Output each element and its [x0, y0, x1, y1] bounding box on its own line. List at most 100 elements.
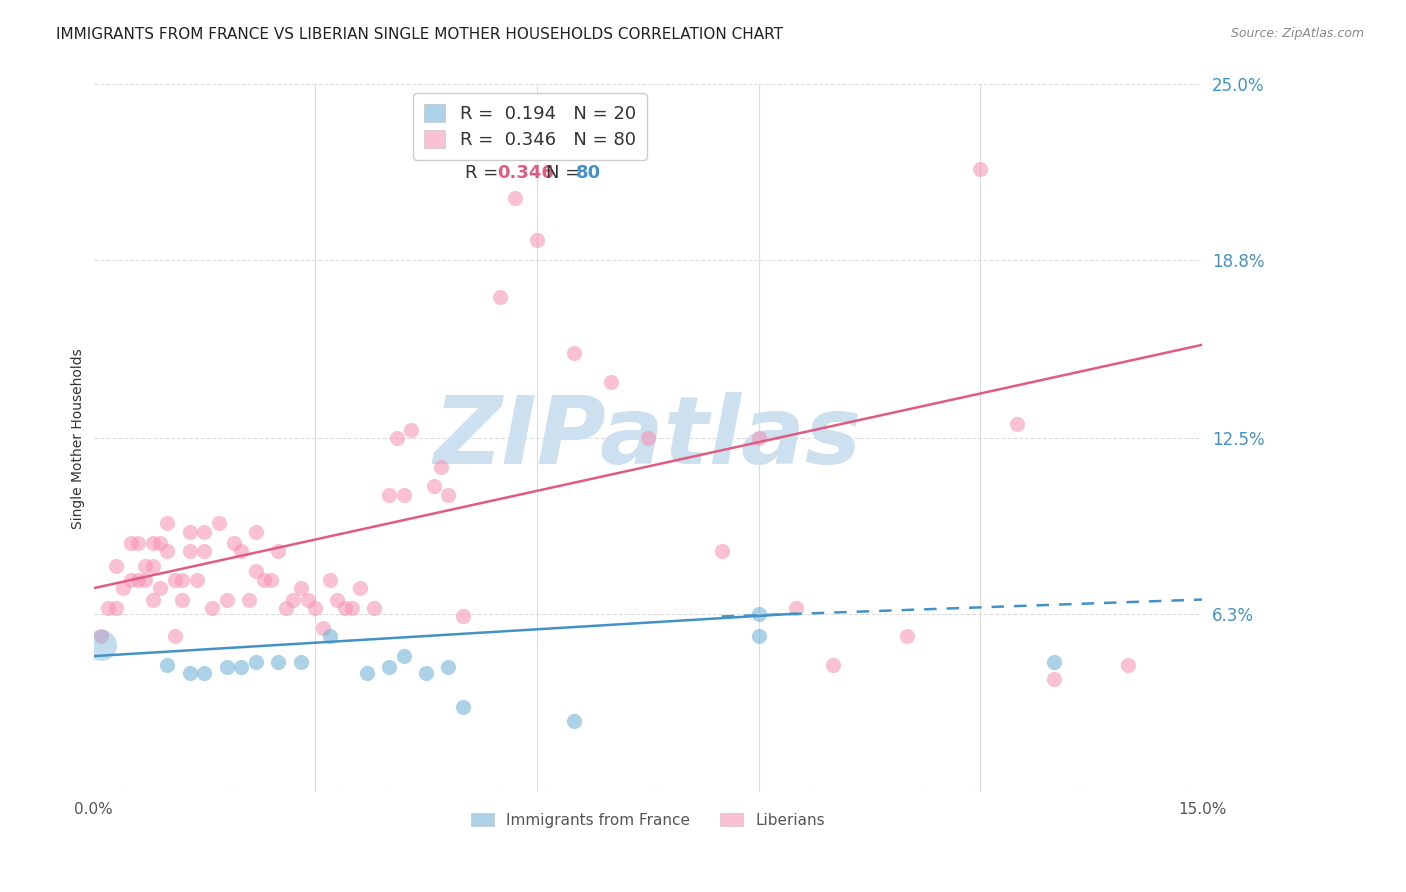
Text: ZIPatlas: ZIPatlas [434, 392, 862, 484]
Point [290, 581, 312, 595]
Point [245, 524, 267, 539]
Point [120, 573, 142, 587]
Point [1043, 655, 1066, 669]
Point [1043, 672, 1066, 686]
Text: 80: 80 [576, 164, 600, 182]
Point [311, 621, 333, 635]
Point [489, 290, 512, 304]
Point [785, 601, 807, 615]
Point [1116, 657, 1139, 672]
Text: 0.194: 0.194 [498, 136, 554, 153]
Point [260, 573, 283, 587]
Point [304, 601, 326, 615]
Text: N =: N = [546, 164, 586, 182]
Point [267, 655, 290, 669]
Point [437, 660, 460, 674]
Point [562, 714, 585, 729]
Point [281, 592, 304, 607]
Point [231, 544, 253, 558]
Point [451, 609, 474, 624]
Point [149, 536, 172, 550]
Point [969, 162, 991, 177]
Point [186, 573, 208, 587]
Point [562, 346, 585, 360]
Point [90, 638, 112, 652]
Point [326, 592, 349, 607]
Point [172, 573, 194, 587]
Point [215, 660, 238, 674]
Text: IMMIGRANTS FROM FRANCE VS LIBERIAN SINGLE MOTHER HOUSEHOLDS CORRELATION CHART: IMMIGRANTS FROM FRANCE VS LIBERIAN SINGL… [56, 27, 783, 42]
Point [637, 431, 659, 445]
Text: 0.346: 0.346 [498, 164, 554, 182]
Point [526, 233, 548, 247]
Point [163, 629, 186, 643]
Point [267, 544, 290, 558]
Point [127, 573, 149, 587]
Point [215, 592, 238, 607]
Point [363, 601, 385, 615]
Point [172, 592, 194, 607]
Point [385, 431, 408, 445]
Point [127, 536, 149, 550]
Point [437, 488, 460, 502]
Point [392, 649, 415, 664]
Text: R =: R = [465, 136, 503, 153]
Point [90, 629, 112, 643]
Point [503, 191, 526, 205]
Text: N =: N = [546, 136, 586, 153]
Point [415, 666, 437, 681]
Point [193, 666, 215, 681]
Point [156, 516, 179, 530]
Point [378, 488, 401, 502]
Point [193, 544, 215, 558]
Point [179, 666, 201, 681]
Point [297, 592, 319, 607]
Point [104, 601, 127, 615]
Point [201, 601, 224, 615]
Point [378, 660, 401, 674]
Point [319, 629, 342, 643]
Point [112, 581, 135, 595]
Point [252, 573, 274, 587]
Point [748, 607, 770, 621]
Point [274, 601, 297, 615]
Point [401, 423, 423, 437]
Point [290, 655, 312, 669]
Text: R =: R = [465, 164, 503, 182]
Point [319, 573, 342, 587]
Point [422, 479, 444, 493]
Point [821, 657, 844, 672]
Point [599, 375, 621, 389]
Point [1007, 417, 1029, 431]
Y-axis label: Single Mother Households: Single Mother Households [72, 348, 86, 529]
Point [149, 581, 172, 595]
Point [231, 660, 253, 674]
Point [163, 573, 186, 587]
Point [120, 536, 142, 550]
Point [238, 592, 260, 607]
Point [134, 573, 156, 587]
Point [748, 431, 770, 445]
Point [142, 558, 165, 573]
Point [349, 581, 371, 595]
Point [245, 564, 267, 578]
Point [104, 558, 127, 573]
Point [222, 536, 245, 550]
Point [97, 601, 120, 615]
Point [245, 655, 267, 669]
Point [748, 629, 770, 643]
Point [156, 544, 179, 558]
Point [179, 524, 201, 539]
Point [156, 657, 179, 672]
Text: Source: ZipAtlas.com: Source: ZipAtlas.com [1230, 27, 1364, 40]
Point [193, 524, 215, 539]
Text: 20: 20 [576, 136, 600, 153]
Point [430, 459, 453, 474]
Point [342, 601, 364, 615]
Point [451, 700, 474, 714]
Point [142, 592, 165, 607]
Point [134, 558, 156, 573]
Point [710, 544, 733, 558]
Point [333, 601, 356, 615]
Point [392, 488, 415, 502]
